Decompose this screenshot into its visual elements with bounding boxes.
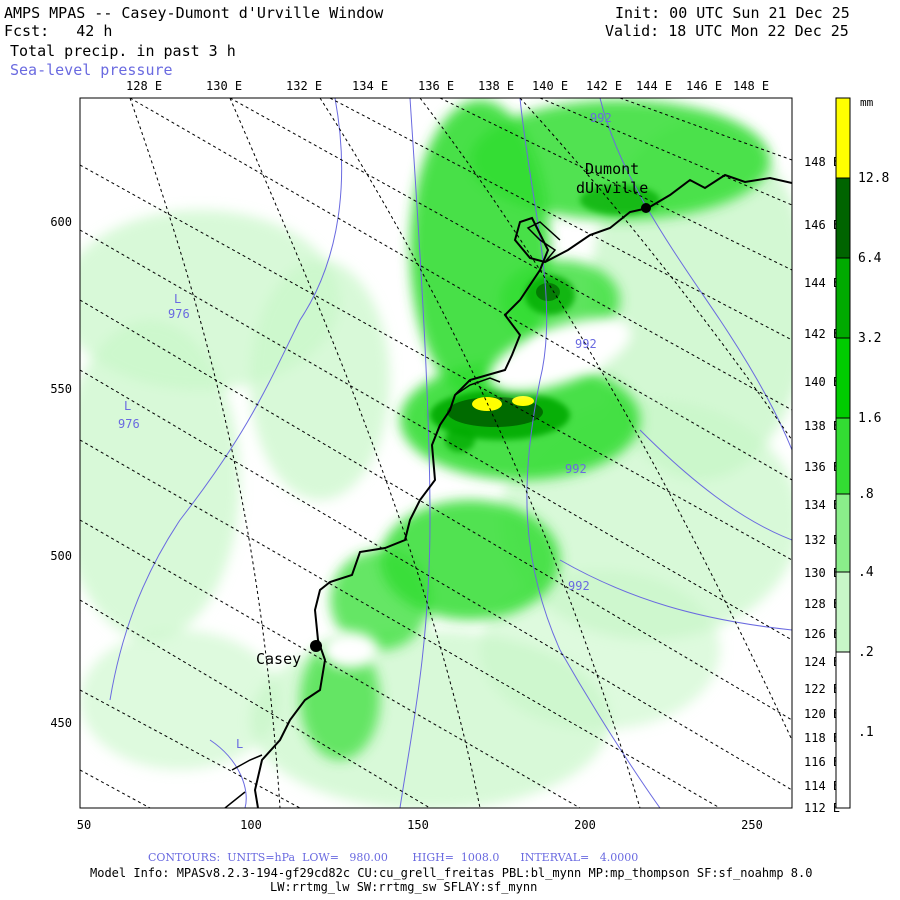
low-label: L — [174, 292, 181, 306]
top-lon-label: 148 E — [733, 79, 769, 93]
top-lon-label: 142 E — [586, 79, 622, 93]
top-lon-label: 136 E — [418, 79, 454, 93]
forecast-hour: Fcst: 42 h — [4, 22, 113, 40]
x-tick-label: 50 — [77, 818, 91, 832]
x-tick-label: 250 — [741, 818, 763, 832]
right-lon-label: 148 E — [804, 155, 840, 169]
right-lon-label: 138 E — [804, 419, 840, 433]
field-name: Total precip. in past 3 h — [10, 42, 236, 60]
right-lon-label: 140 E — [804, 375, 840, 389]
y-tick-label: 600 — [50, 215, 72, 229]
colorbar-segment-0.4 — [835, 493, 851, 573]
casey-marker — [310, 640, 322, 652]
right-lon-label: 128 E — [804, 597, 840, 611]
init-time: Init: 00 UTC Sun 21 Dec 25 — [615, 4, 850, 22]
colorbar-label: 1.6 — [858, 411, 881, 426]
colorbar-label: .8 — [858, 487, 874, 502]
x-tick-label: 200 — [574, 818, 596, 832]
right-lon-label: 132 E — [804, 533, 840, 547]
right-lon-labels: 148 E 146 E 144 E 142 E 140 E 138 E 136 … — [804, 155, 840, 815]
right-lon-label: 112 E — [804, 801, 840, 815]
colorbar-label: 6.4 — [858, 251, 882, 266]
colorbar-label: .1 — [858, 725, 874, 740]
precip-max-areas — [472, 396, 534, 411]
y-axis-labels: 600 550 500 450 — [50, 215, 72, 730]
right-lon-label: 116 E — [804, 755, 840, 769]
right-lon-label: 134 E — [804, 498, 840, 512]
clear-areas — [322, 318, 632, 668]
top-lon-label: 130 E — [206, 79, 242, 93]
dumont-label-1: Dumont — [585, 160, 639, 178]
top-lon-label: 128 E — [126, 79, 162, 93]
low-label: L — [124, 399, 131, 413]
model-info-physics: LW:rrtmg_lw SW:rrtmg_sw SFLAY:sf_mynn — [270, 880, 538, 894]
right-lon-label: 118 E — [804, 731, 840, 745]
right-lon-label: 122 E — [804, 682, 840, 696]
colorbar-unit: mm — [860, 96, 874, 109]
top-lon-labels: 128 E 130 E 132 E 134 E 136 E 138 E 140 … — [126, 79, 769, 93]
colorbar-segment-0.2 — [835, 571, 851, 653]
top-lon-label: 146 E — [686, 79, 722, 93]
colorbar-label: 3.2 — [858, 331, 881, 346]
isobar-label: 976 — [118, 417, 140, 431]
right-lon-label: 120 E — [804, 707, 840, 721]
x-tick-label: 100 — [240, 818, 262, 832]
precip-mid-areas — [300, 100, 770, 760]
y-tick-label: 550 — [50, 382, 72, 396]
isobar-label: 992 — [565, 462, 587, 476]
colorbar — [835, 97, 851, 809]
y-tick-label: 500 — [50, 549, 72, 563]
colorbar-segment-6.4 — [835, 177, 851, 259]
map-title: AMPS MPAS -- Casey-Dumont d'Urville Wind… — [4, 4, 384, 22]
map-border — [79, 97, 793, 809]
top-lon-label: 132 E — [286, 79, 322, 93]
colorbar-segment-0.1 — [835, 651, 851, 809]
isobar-labels: 992 992 992 992 976 976 L L L — [118, 111, 612, 751]
overlay-name: Sea-level pressure — [10, 61, 173, 79]
colorbar-labels: mm 12.8 6.4 3.2 1.6 .8 .4 .2 .1 — [858, 96, 889, 740]
colorbar-segment-12.8 — [835, 97, 851, 179]
colorbar-label: 12.8 — [858, 171, 889, 186]
isobars — [109, 98, 792, 808]
colorbar-segment-0.8 — [835, 417, 851, 495]
isobar-label: 992 — [590, 111, 612, 125]
right-lon-label: 124 E — [804, 655, 840, 669]
top-lon-label: 134 E — [352, 79, 388, 93]
dumont-label-2: dUrville — [576, 179, 648, 197]
colorbar-segment-1.6 — [835, 337, 851, 419]
right-lon-label: 126 E — [804, 627, 840, 641]
isobar-label: 992 — [568, 579, 590, 593]
colorbar-label: .2 — [858, 645, 874, 660]
isobar-label: 992 — [575, 337, 597, 351]
right-lon-label: 130 E — [804, 566, 840, 580]
coastline-inner — [224, 221, 561, 808]
isobar-label: 976 — [168, 307, 190, 321]
top-lon-label: 140 E — [532, 79, 568, 93]
colorbar-segment-3.2 — [835, 257, 851, 339]
x-tick-label: 150 — [407, 818, 429, 832]
low-label: L — [236, 737, 243, 751]
right-lon-label: 136 E — [804, 460, 840, 474]
top-lon-label: 138 E — [478, 79, 514, 93]
model-info: Model Info: MPASv8.2.3-194-gf29cd82c CU:… — [90, 866, 813, 880]
y-tick-label: 450 — [50, 716, 72, 730]
right-lon-label: 146 E — [804, 218, 840, 232]
dumont-durville-marker — [641, 203, 651, 213]
colorbar-label: .4 — [858, 565, 874, 580]
right-lon-label: 144 E — [804, 276, 840, 290]
casey-label: Casey — [256, 650, 301, 668]
right-lon-label: 142 E — [804, 327, 840, 341]
right-lon-label: 114 E — [804, 779, 840, 793]
top-lon-label: 144 E — [636, 79, 672, 93]
contours-info: CONTOURS: UNITS=hPa LOW= 980.00 HIGH= 10… — [148, 851, 639, 864]
valid-time: Valid: 18 UTC Mon 22 Dec 25 — [605, 22, 849, 40]
map-frame-content — [80, 98, 792, 808]
x-axis-labels: 50 100 150 200 250 — [77, 818, 763, 832]
